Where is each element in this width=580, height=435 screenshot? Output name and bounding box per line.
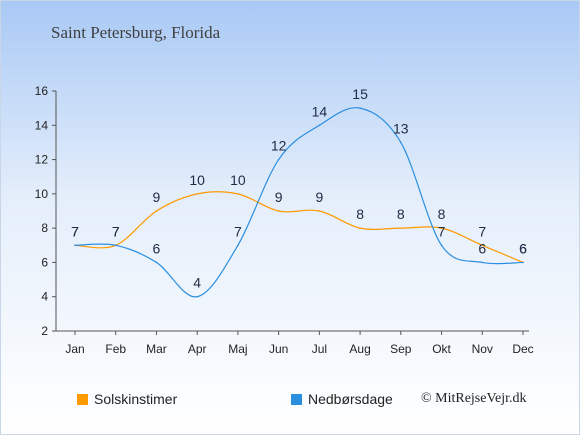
data-label-solskinstimer: 9 [315,189,323,205]
data-label-nedborsdage: 15 [352,86,368,102]
y-tick-label: 4 [41,290,48,304]
x-tick-label: Apr [188,342,207,356]
x-tick-label: Okt [432,342,451,356]
x-tick-label: Nov [472,342,493,356]
chart-title: Saint Petersburg, Florida [51,23,221,42]
data-point-solskinstimer [359,227,361,229]
y-tick-label: 14 [35,118,49,132]
legend-item-nedborsdage: Nedbørsdage [291,391,393,407]
x-tick-label: Mar [146,342,167,356]
y-tick-label: 10 [35,187,49,201]
data-label-solskinstimer: 7 [478,223,486,239]
data-point-solskinstimer [318,210,321,212]
data-label-nedborsdage: 7 [234,223,242,239]
data-label-solskinstimer: 6 [519,240,527,256]
legend-swatch-solskinstimer [77,393,88,405]
data-point-solskinstimer [155,210,158,212]
x-tick-label: Jul [312,342,327,356]
data-label-nedborsdage: 7 [438,223,446,239]
data-label-solskinstimer: 8 [397,206,405,222]
x-tick-label: Feb [105,342,126,356]
data-point-solskinstimer [400,227,402,229]
data-point-nedborsdage [74,244,76,247]
data-point-nedborsdage [237,244,239,247]
data-label-nedborsdage: 7 [71,223,79,239]
legend-label-solskinstimer: Solskinstimer [94,391,178,407]
data-point-solskinstimer [440,227,443,229]
data-label-nedborsdage: 6 [478,240,486,256]
copyright-text: © MitRejseVejr.dk [421,391,527,406]
data-label-nedborsdage: 6 [519,240,527,256]
data-point-nedborsdage [318,124,321,127]
y-tick-label: 6 [41,255,48,269]
y-tick-label: 8 [41,221,48,235]
data-label-solskinstimer: 10 [189,172,205,188]
data-label-nedborsdage: 6 [153,240,161,256]
data-point-solskinstimer [481,244,484,247]
data-label-solskinstimer: 9 [275,189,283,205]
y-tick-label: 12 [35,153,49,167]
data-label-solskinstimer: 9 [153,189,161,205]
data-point-nedborsdage [277,158,280,161]
legend-item-solskinstimer: Solskinstimer [77,391,177,407]
y-tick-label: 2 [41,324,48,338]
data-label-solskinstimer: 8 [438,206,446,222]
data-point-nedborsdage [196,295,198,298]
x-tick-label: Maj [228,342,247,356]
data-label-nedborsdage: 12 [271,138,287,154]
legend-label-nedborsdage: Nedbørsdage [308,391,393,407]
data-point-nedborsdage [440,244,443,247]
data-label-solskinstimer: 10 [230,172,246,188]
data-label-solskinstimer: 8 [356,206,364,222]
data-point-nedborsdage [481,261,484,264]
y-tick-label: 16 [35,84,49,98]
data-point-nedborsdage [522,261,524,264]
x-tick-label: Jun [269,342,288,356]
data-point-nedborsdage [400,141,402,144]
data-label-nedborsdage: 7 [112,223,120,239]
data-label-solskinstimer: 7 [112,223,120,239]
data-point-solskinstimer [237,193,239,195]
data-label-nedborsdage: 13 [393,120,409,136]
series-line-nedborsdage [74,107,524,298]
data-point-solskinstimer [277,210,280,212]
x-tick-label: Aug [349,342,370,356]
data-point-solskinstimer [196,193,198,195]
data-label-nedborsdage: 14 [312,103,328,119]
data-point-nedborsdage [114,244,117,247]
legend-swatch-nedborsdage [291,393,302,405]
data-label-solskinstimer: 7 [71,223,79,239]
series-line-solskinstimer [74,191,524,263]
x-tick-label: Sep [390,342,412,356]
data-label-nedborsdage: 4 [193,275,201,291]
data-point-nedborsdage [155,261,158,264]
data-point-nedborsdage [359,107,361,109]
x-tick-label: Dec [512,342,533,356]
x-tick-label: Jan [65,342,84,356]
